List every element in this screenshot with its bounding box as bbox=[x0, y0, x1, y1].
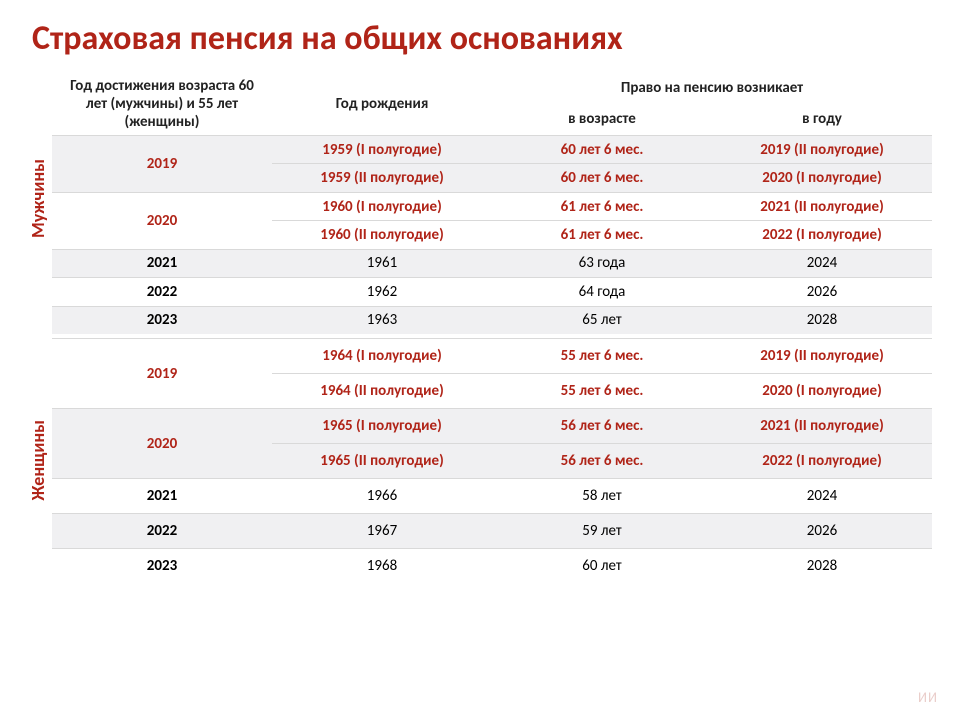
cell-birth: 1960 (II полугодие) bbox=[272, 221, 492, 249]
table-row: 20191959 (I полугодие)60 лет 6 мес.2019 … bbox=[52, 136, 932, 164]
cell-age: 65 лет bbox=[492, 306, 712, 334]
cell-age: 55 лет 6 мес. bbox=[492, 339, 712, 374]
cell-year: 2019 (II полугодие) bbox=[712, 339, 932, 374]
cell-year: 2022 (I полугодие) bbox=[712, 221, 932, 249]
cell-eligible-year: 2019 bbox=[52, 136, 272, 193]
cell-year: 2021 (II полугодие) bbox=[712, 192, 932, 220]
section-label: Мужчины bbox=[27, 159, 49, 238]
col-header-eligible-year: Год достижения возраста 60 лет (мужчины)… bbox=[52, 73, 272, 136]
cell-eligible-year: 2021 bbox=[52, 479, 272, 514]
cell-year: 2028 bbox=[712, 306, 932, 334]
table-row: 2023196365 лет2028 bbox=[52, 306, 932, 334]
cell-birth: 1964 (I полугодие) bbox=[272, 339, 492, 374]
cell-age: 61 лет 6 мес. bbox=[492, 221, 712, 249]
cell-year: 2020 (I полугодие) bbox=[712, 374, 932, 409]
cell-birth: 1959 (II полугодие) bbox=[272, 164, 492, 192]
cell-age: 55 лет 6 мес. bbox=[492, 374, 712, 409]
cell-eligible-year: 2023 bbox=[52, 549, 272, 584]
cell-year: 2024 bbox=[712, 479, 932, 514]
cell-eligible-year: 2020 bbox=[52, 192, 272, 249]
cell-age: 64 года bbox=[492, 278, 712, 306]
cell-age: 56 лет 6 мес. bbox=[492, 444, 712, 479]
cell-age: 60 лет 6 мес. bbox=[492, 136, 712, 164]
cell-year: 2019 (II полугодие) bbox=[712, 136, 932, 164]
cell-birth: 1967 bbox=[272, 514, 492, 549]
cell-birth: 1959 (I полугодие) bbox=[272, 136, 492, 164]
table-row: 2021196658 лет2024 bbox=[52, 479, 932, 514]
cell-year: 2020 (I полугодие) bbox=[712, 164, 932, 192]
cell-eligible-year: 2022 bbox=[52, 514, 272, 549]
cell-age: 56 лет 6 мес. bbox=[492, 409, 712, 444]
cell-eligible-year: 2020 bbox=[52, 409, 272, 479]
table-row: 20201965 (I полугодие)56 лет 6 мес.2021 … bbox=[52, 409, 932, 444]
cell-birth: 1965 (I полугодие) bbox=[272, 409, 492, 444]
cell-birth: 1965 (II полугодие) bbox=[272, 444, 492, 479]
cell-birth: 1968 bbox=[272, 549, 492, 584]
cell-year: 2024 bbox=[712, 249, 932, 277]
table-row: 2023196860 лет2028 bbox=[52, 549, 932, 584]
cell-eligible-year: 2022 bbox=[52, 278, 272, 306]
table-row: 2022196759 лет2026 bbox=[52, 514, 932, 549]
cell-birth: 1961 bbox=[272, 249, 492, 277]
col-header-year: в году bbox=[712, 104, 932, 136]
cell-year: 2026 bbox=[712, 278, 932, 306]
cell-year: 2021 (II полугодие) bbox=[712, 409, 932, 444]
section-label: Женщины bbox=[27, 420, 49, 500]
cell-age: 60 лет 6 мес. bbox=[492, 164, 712, 192]
page-title: Страховая пенсия на общих основаниях bbox=[32, 18, 936, 59]
cell-age: 59 лет bbox=[492, 514, 712, 549]
cell-year: 2028 bbox=[712, 549, 932, 584]
watermark-text: ИИ bbox=[918, 689, 938, 706]
cell-birth: 1960 (I полугодие) bbox=[272, 192, 492, 220]
cell-age: 60 лет bbox=[492, 549, 712, 584]
pension-table: 20191964 (I полугодие)55 лет 6 мес.2019 … bbox=[52, 338, 932, 583]
col-header-right-group: Право на пенсию возникает bbox=[492, 73, 932, 104]
col-header-age: в возрасте bbox=[492, 104, 712, 136]
cell-age: 58 лет bbox=[492, 479, 712, 514]
cell-birth: 1964 (II полугодие) bbox=[272, 374, 492, 409]
cell-birth: 1966 bbox=[272, 479, 492, 514]
pension-table: Год достижения возраста 60 лет (мужчины)… bbox=[52, 73, 932, 334]
table-row: 20191964 (I полугодие)55 лет 6 мес.2019 … bbox=[52, 339, 932, 374]
cell-year: 2026 bbox=[712, 514, 932, 549]
cell-age: 63 года bbox=[492, 249, 712, 277]
cell-birth: 1962 bbox=[272, 278, 492, 306]
cell-birth: 1963 bbox=[272, 306, 492, 334]
cell-year: 2022 (I полугодие) bbox=[712, 444, 932, 479]
col-header-birth-year: Год рождения bbox=[272, 73, 492, 136]
cell-age: 61 лет 6 мес. bbox=[492, 192, 712, 220]
table-row: 2022196264 года2026 bbox=[52, 278, 932, 306]
table-row: 2021196163 года2024 bbox=[52, 249, 932, 277]
table-row: 20201960 (I полугодие)61 лет 6 мес.2021 … bbox=[52, 192, 932, 220]
cell-eligible-year: 2023 bbox=[52, 306, 272, 334]
cell-eligible-year: 2021 bbox=[52, 249, 272, 277]
cell-eligible-year: 2019 bbox=[52, 339, 272, 409]
